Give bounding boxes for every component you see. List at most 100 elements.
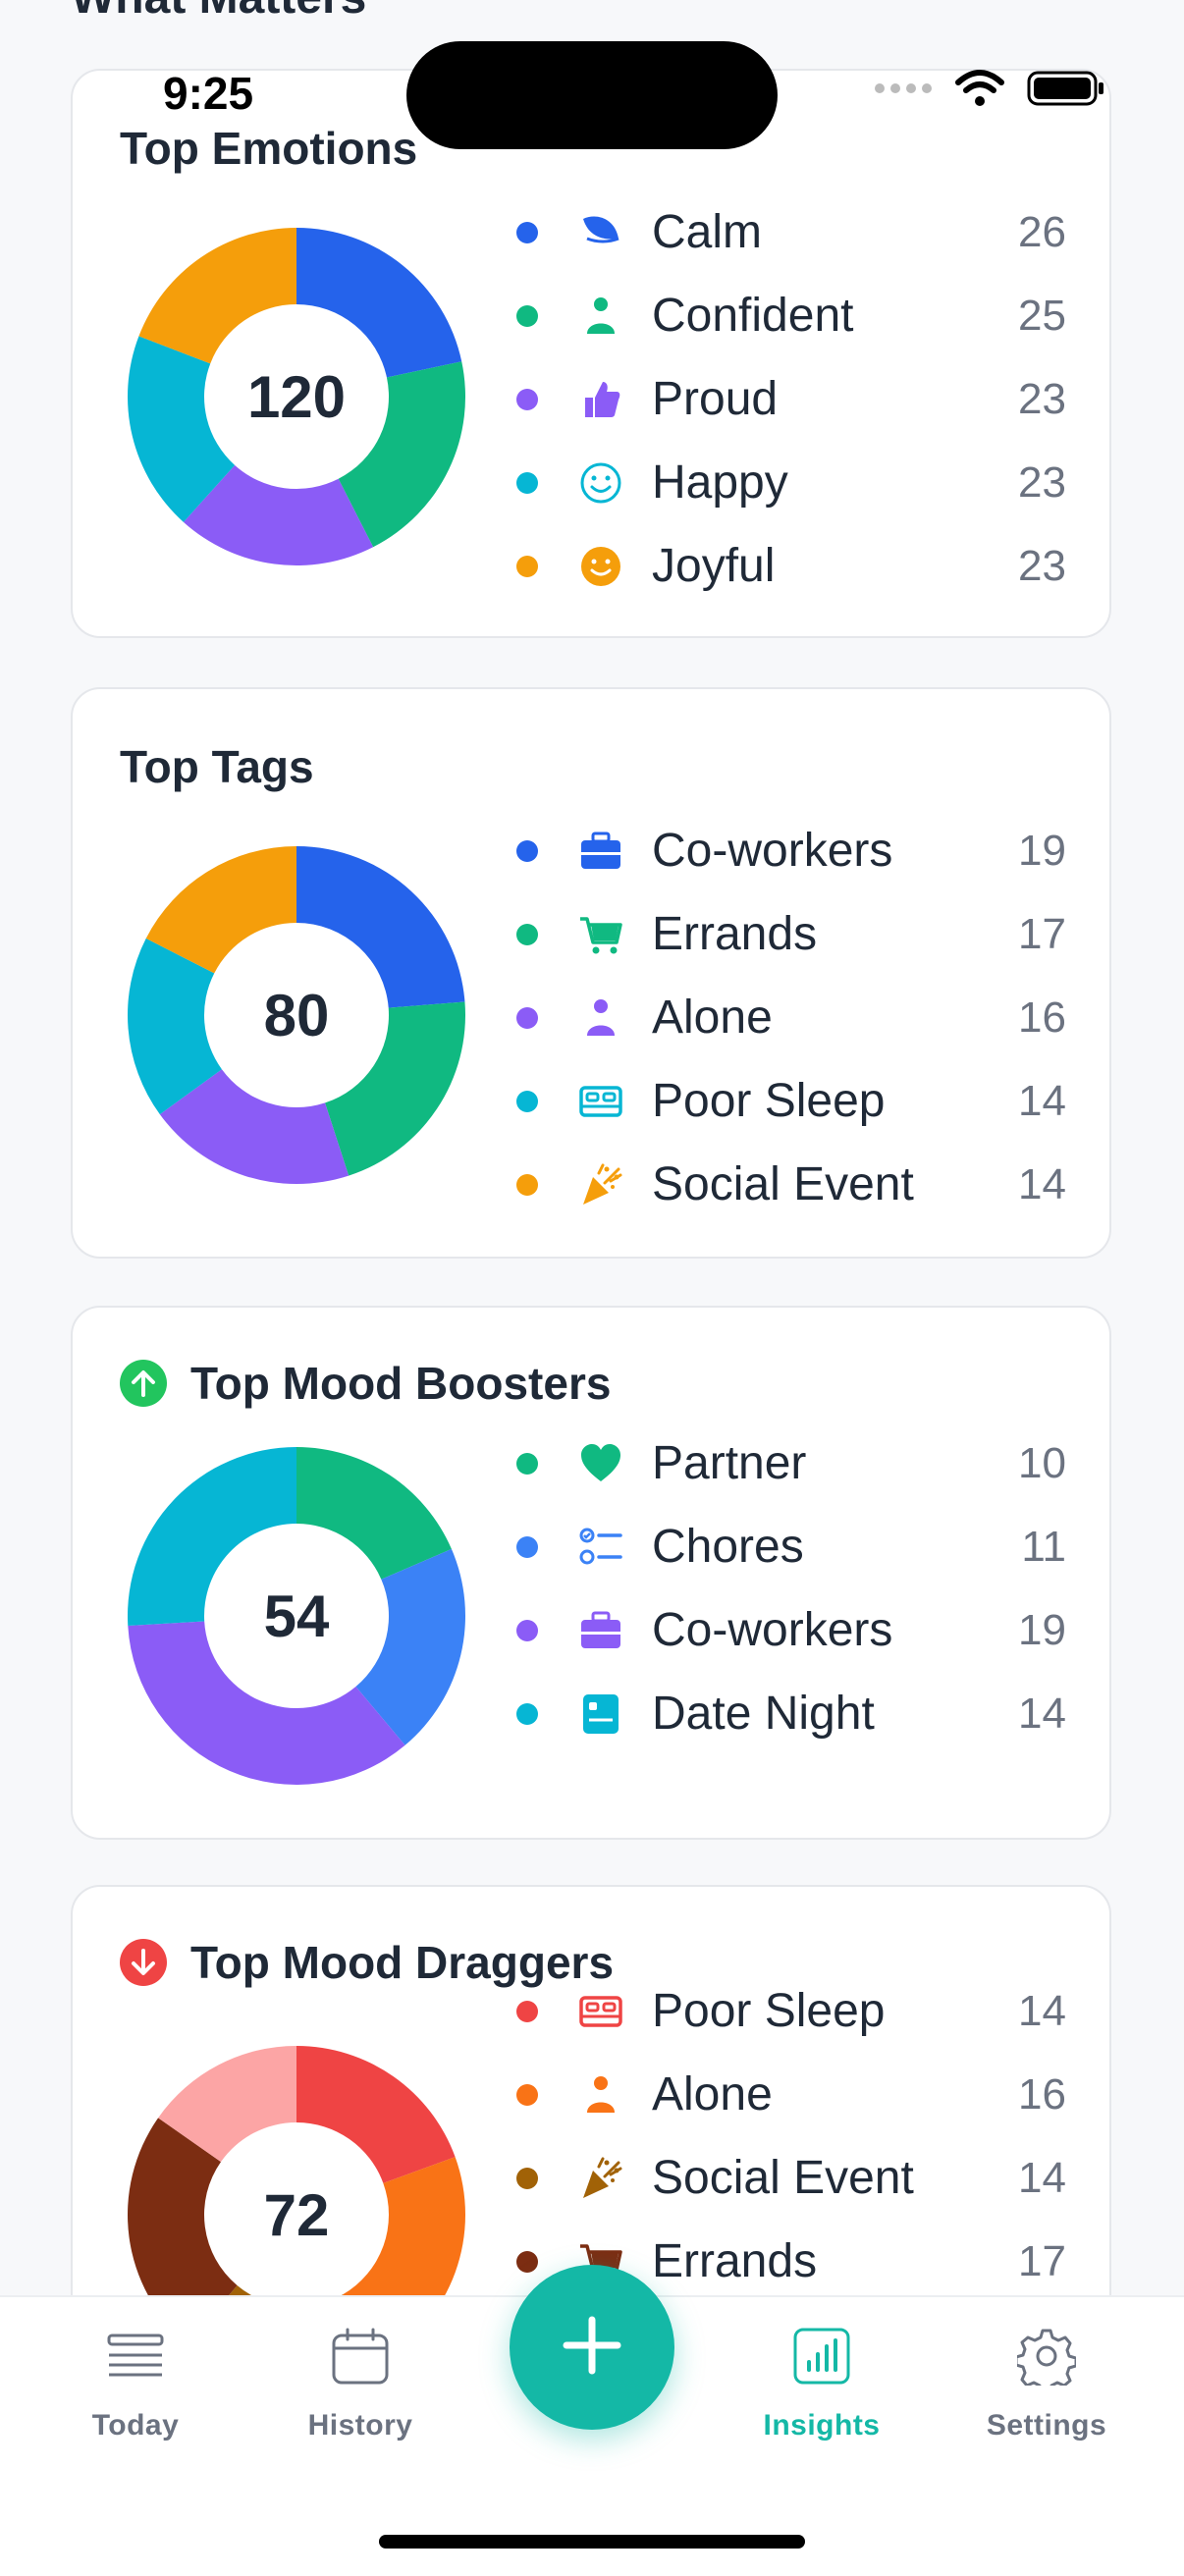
donut-slice: [128, 1621, 405, 1785]
person-icon: [577, 994, 624, 1042]
legend-row: Poor Sleep 14: [516, 1969, 1066, 2053]
tab-settings[interactable]: Settings: [948, 2325, 1145, 2442]
tab-label: Insights: [763, 2409, 881, 2442]
boosters-donut-chart: 54: [128, 1447, 465, 1785]
signal-icon: [874, 80, 933, 101]
wifi-icon: [954, 69, 1005, 113]
donut-slice: [145, 846, 296, 974]
card-title-text: Top Mood Draggers: [190, 1937, 615, 1988]
status-icons: [874, 69, 1105, 113]
legend-dot: [516, 221, 538, 243]
legend-row: Social Event 14: [516, 2136, 1066, 2220]
add-entry-button[interactable]: [510, 2265, 674, 2430]
home-indicator: [379, 2535, 805, 2549]
legend-count: 19: [1018, 826, 1066, 875]
legend-row: Partner 10: [516, 1422, 1066, 1505]
legend-row: Co-workers 19: [516, 1588, 1066, 1672]
bed-icon: [577, 1988, 624, 2035]
calendar-icon: [329, 2325, 392, 2388]
legend-row: Poor Sleep 14: [516, 1059, 1066, 1143]
legend-dot: [516, 839, 538, 862]
donut-total: 80: [263, 982, 330, 1048]
legend-row: Happy 23: [516, 441, 1066, 524]
boosters-legend: Partner 10 Chores 11 Co-workers 19 Date Night 1…: [516, 1422, 1066, 1755]
legend-count: 16: [1018, 2069, 1066, 2119]
legend-row: Joyful 23: [516, 524, 1066, 608]
legend-dot: [516, 1173, 538, 1196]
tab-today[interactable]: Today: [37, 2325, 234, 2442]
face-icon: [577, 543, 624, 590]
legend-count: 17: [1018, 2236, 1066, 2285]
legend-label: Errands: [652, 2235, 818, 2287]
legend-count: 14: [1018, 2153, 1066, 2202]
emotions-legend: Calm 26 Confident 25 Proud 23 Happy 23 Joyful 23: [516, 190, 1066, 608]
tags-donut-chart: 80: [127, 846, 466, 1184]
legend-row: Social Event 14: [516, 1143, 1066, 1226]
legend-dot: [516, 304, 538, 327]
card-title: Top Emotions: [120, 122, 417, 175]
plus-icon: [561, 2314, 623, 2382]
legend-row: Calm 26: [516, 190, 1066, 274]
draggers-legend: Poor Sleep 14 Alone 16 Social Event 14 Errands…: [516, 1969, 1066, 2303]
legend-dot: [516, 2000, 538, 2022]
legend-row: Chores 11: [516, 1505, 1066, 1588]
legend-row: Errands 17: [516, 892, 1066, 976]
donut-total: 72: [263, 2181, 330, 2248]
card-icon: [577, 1690, 624, 1738]
legend-dot: [516, 1702, 538, 1725]
tab-label: History: [307, 2409, 413, 2442]
donut-slice: [159, 1069, 350, 1184]
cart-icon: [577, 911, 624, 958]
donut-slice: [158, 2046, 296, 2163]
legend-count: 10: [1018, 1438, 1066, 1487]
card-title-text: Top Mood Boosters: [190, 1358, 612, 1409]
tab-insights[interactable]: Insights: [724, 2325, 920, 2442]
tags-legend: Co-workers 19 Errands 17 Alone 16 Poor Sleep 14…: [516, 809, 1066, 1226]
legend-row: Co-workers 19: [516, 809, 1066, 892]
donut-slice: [127, 938, 222, 1115]
person-icon: [577, 293, 624, 340]
donut-slice: [355, 1548, 465, 1745]
tab-history[interactable]: History: [262, 2325, 458, 2442]
tab-label: Settings: [986, 2409, 1107, 2442]
legend-row: Alone 16: [516, 2053, 1066, 2136]
top-emotions-card: Top Emotions 120 Calm 26 Confident 25 Proud 2…: [71, 69, 1111, 638]
legend-count: 25: [1018, 291, 1066, 340]
card-title-text: Top Emotions: [120, 123, 418, 174]
legend-label: Errands: [652, 908, 818, 960]
card-title: Top Mood Draggers: [120, 1936, 614, 1989]
donut-slice: [128, 1447, 296, 1627]
legend-label: Poor Sleep: [652, 1075, 886, 1127]
top-mood-boosters-card: Top Mood Boosters 54 Partner 10 Chores 11 Co…: [71, 1306, 1111, 1840]
donut-total: 54: [263, 1583, 330, 1649]
gear-icon: [1015, 2325, 1078, 2388]
legend-count: 23: [1018, 541, 1066, 590]
legend-dot: [516, 555, 538, 577]
donut-svg: [128, 1447, 465, 1785]
leaf-icon: [577, 209, 624, 256]
bed-icon: [577, 1078, 624, 1125]
donut-slice: [296, 1447, 452, 1580]
legend-label: Calm: [652, 206, 763, 258]
legend-count: 11: [1021, 1522, 1066, 1571]
donut-svg: [127, 228, 465, 565]
legend-count: 14: [1018, 1159, 1066, 1208]
donut-slice: [296, 2046, 456, 2183]
card-title: Top Tags: [120, 740, 314, 793]
legend-label: Social Event: [652, 2152, 914, 2204]
arrow-up-icon: [120, 1360, 167, 1407]
donut-slice: [183, 464, 374, 565]
legend-count: 14: [1018, 1986, 1066, 2035]
donut-slice: [138, 228, 296, 364]
donut-slice: [296, 228, 462, 378]
legend-label: Confident: [652, 290, 854, 342]
donut-total: 120: [246, 363, 347, 430]
card-title-text: Top Tags: [120, 741, 314, 792]
legend-count: 23: [1018, 457, 1066, 507]
checklist-icon: [577, 1524, 624, 1571]
donut-slice: [338, 361, 465, 548]
bar-chart-icon: [790, 2325, 853, 2388]
legend-label: Joyful: [652, 540, 776, 592]
legend-label: Co-workers: [652, 825, 893, 877]
legend-count: 23: [1018, 374, 1066, 423]
